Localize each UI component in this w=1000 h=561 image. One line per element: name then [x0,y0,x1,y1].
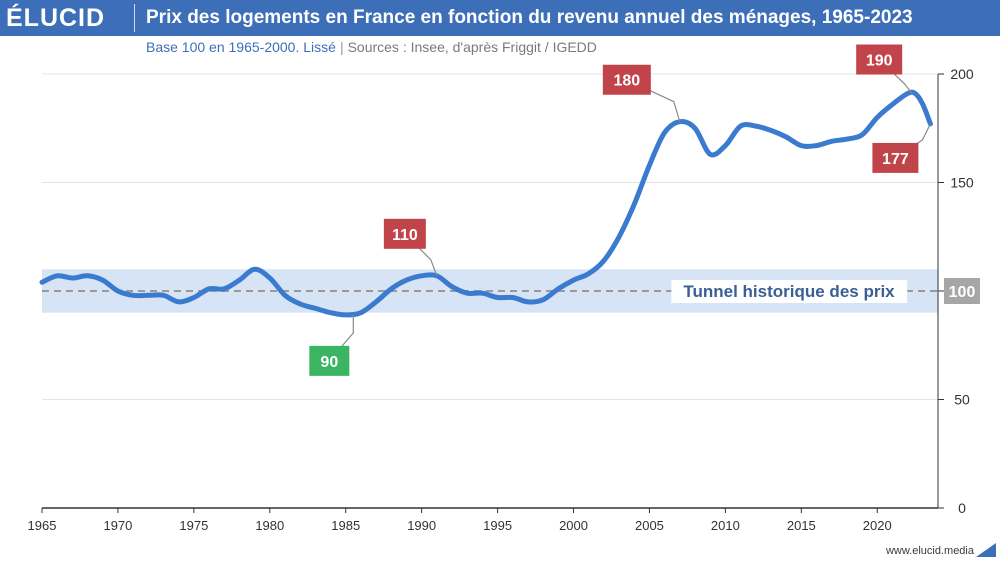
annotation-badge [383,218,426,249]
brand-logo: ÉLUCID [6,4,106,32]
y-tick-label: 0 [958,500,966,516]
x-tick-label: 2010 [711,518,740,533]
footer-url: www.elucid.media [885,545,974,557]
tunnel-label-background [671,280,908,303]
x-tick-label: 1985 [331,518,360,533]
x-tick-label: 2020 [863,518,892,533]
brand-mark-icon [976,543,996,557]
subtitle-separator: | [339,39,344,55]
subtitle-base: Base 100 en 1965-2000. Lissé [146,39,336,55]
annotation-badge [872,142,919,173]
series-line [39,89,933,318]
y-tick-label: 200 [950,66,974,82]
x-tick-label: 1980 [255,518,284,533]
annotation-badge [856,44,903,75]
header-bar: ÉLUCID Prix des logements en France en f… [0,0,1000,36]
logo-divider [134,4,135,32]
y-tick-label: 150 [950,175,974,191]
x-tick-label: 1970 [103,518,132,533]
x-tick-label: 2005 [635,518,664,533]
annotation-label: 190 [866,53,893,70]
x-tick-label: 1965 [28,518,57,533]
reference-badge [944,278,980,304]
annotation-label: 110 [392,227,418,244]
annotation-badge [602,64,651,95]
annotation-badge [309,345,350,376]
x-tick-label: 2015 [787,518,816,533]
annotation-label: 180 [613,73,640,90]
chart-title: Prix des logements en France en fonction… [146,7,913,28]
annotation-label: 177 [882,151,909,168]
chart-subtitle: Base 100 en 1965-2000. Lissé | Sources : I… [146,39,597,55]
x-tick-label: 1990 [407,518,436,533]
x-tick-label: 1975 [179,518,208,533]
tunnel-label: Tunnel historique des prix [683,282,895,301]
y-tick-label: 50 [954,392,970,408]
annotation-label: 90 [320,354,338,371]
reference-badge-label: 100 [949,284,976,301]
x-tick-label: 1995 [483,518,512,533]
subtitle-sources: Sources : Insee, d'après Friggit / IGEDD [347,39,597,55]
x-tick-label: 2000 [559,518,588,533]
